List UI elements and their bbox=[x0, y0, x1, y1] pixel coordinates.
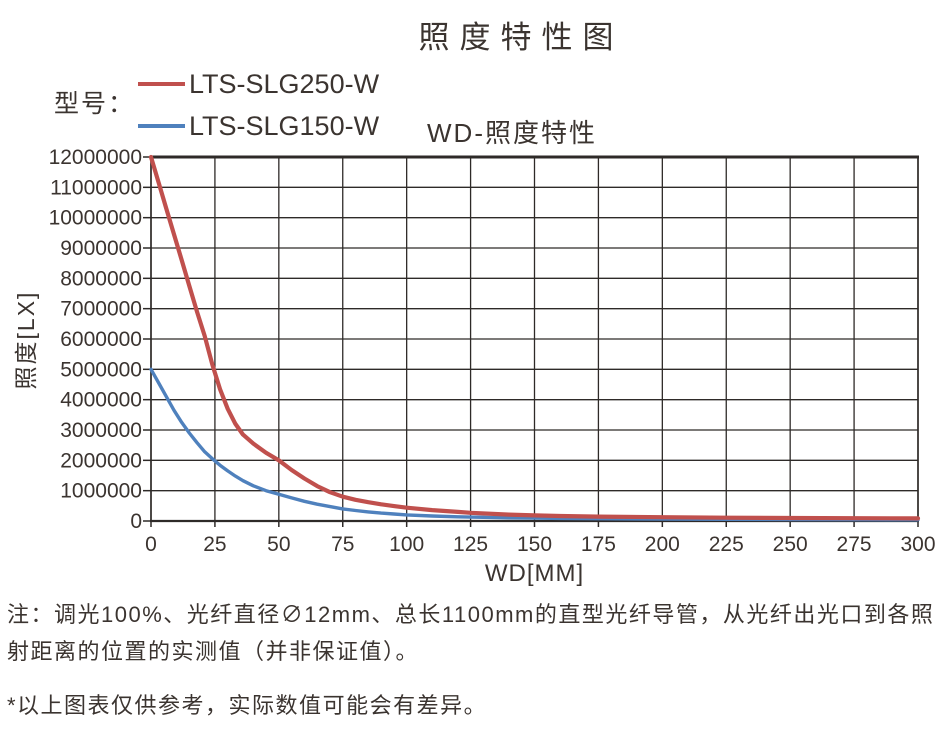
page-title: 照度特性图 bbox=[418, 20, 624, 55]
tick-labels: 0 25 50 75 100 125 150 175 200 225 250 275 300 0 10000… bbox=[49, 146, 936, 556]
svg-text:75: 75 bbox=[331, 533, 354, 556]
svg-text:250: 250 bbox=[773, 533, 808, 556]
svg-text:3000000: 3000000 bbox=[60, 419, 142, 442]
legend-caption: 型号： bbox=[54, 90, 136, 118]
svg-text:175: 175 bbox=[581, 533, 616, 556]
chart-plot: 0 25 50 75 100 125 150 175 200 225 250 275 300 0 10000… bbox=[49, 146, 936, 556]
svg-text:300: 300 bbox=[900, 533, 935, 556]
series-line-LTS-SLG150-W bbox=[149, 367, 920, 522]
svg-text:1000000: 1000000 bbox=[60, 480, 142, 503]
measurement-note: 注：调光100%、光纤直径∅12mm、总长1100mm的直型光纤导管，从光纤出光… bbox=[7, 602, 935, 664]
axis-ticks bbox=[143, 156, 919, 527]
chart-subtitle: WD-照度特性 bbox=[427, 118, 597, 148]
svg-text:12000000: 12000000 bbox=[49, 146, 142, 169]
legend-label-slg150: LTS-SLG150-W bbox=[189, 110, 380, 141]
svg-text:2000000: 2000000 bbox=[60, 449, 142, 472]
svg-text:125: 125 bbox=[453, 533, 488, 556]
svg-text:5000000: 5000000 bbox=[60, 358, 142, 381]
svg-text:6000000: 6000000 bbox=[60, 328, 142, 351]
blue-line-swatch-icon bbox=[138, 124, 185, 128]
svg-text:0: 0 bbox=[145, 533, 157, 556]
legend-item-slg250: LTS-SLG250-W bbox=[138, 63, 379, 105]
svg-text:225: 225 bbox=[709, 533, 744, 556]
svg-text:25: 25 bbox=[203, 533, 226, 556]
svg-text:9000000: 9000000 bbox=[60, 237, 142, 260]
legend-item-slg150: LTS-SLG150-W bbox=[138, 105, 379, 147]
svg-text:150: 150 bbox=[517, 533, 552, 556]
gridlines bbox=[150, 156, 919, 522]
model-legend: LTS-SLG250-W LTS-SLG150-W bbox=[138, 63, 379, 147]
svg-text:50: 50 bbox=[267, 533, 290, 556]
svg-text:8000000: 8000000 bbox=[60, 267, 142, 290]
svg-text:10000000: 10000000 bbox=[49, 207, 142, 230]
svg-text:100: 100 bbox=[389, 533, 424, 556]
disclaimer-note: *以上图表仅供参考，实际数值可能会有差异。 bbox=[7, 693, 488, 718]
svg-text:275: 275 bbox=[837, 533, 872, 556]
series-line-LTS-SLG250-W bbox=[148, 154, 921, 521]
legend-label-slg250: LTS-SLG250-W bbox=[189, 68, 380, 99]
svg-text:7000000: 7000000 bbox=[60, 298, 142, 321]
x-axis-title: WD[MM] bbox=[484, 560, 585, 587]
svg-text:0: 0 bbox=[130, 510, 142, 533]
svg-text:4000000: 4000000 bbox=[60, 389, 142, 412]
svg-text:11000000: 11000000 bbox=[50, 176, 142, 199]
svg-text:200: 200 bbox=[645, 533, 680, 556]
red-line-swatch-icon bbox=[138, 82, 185, 86]
